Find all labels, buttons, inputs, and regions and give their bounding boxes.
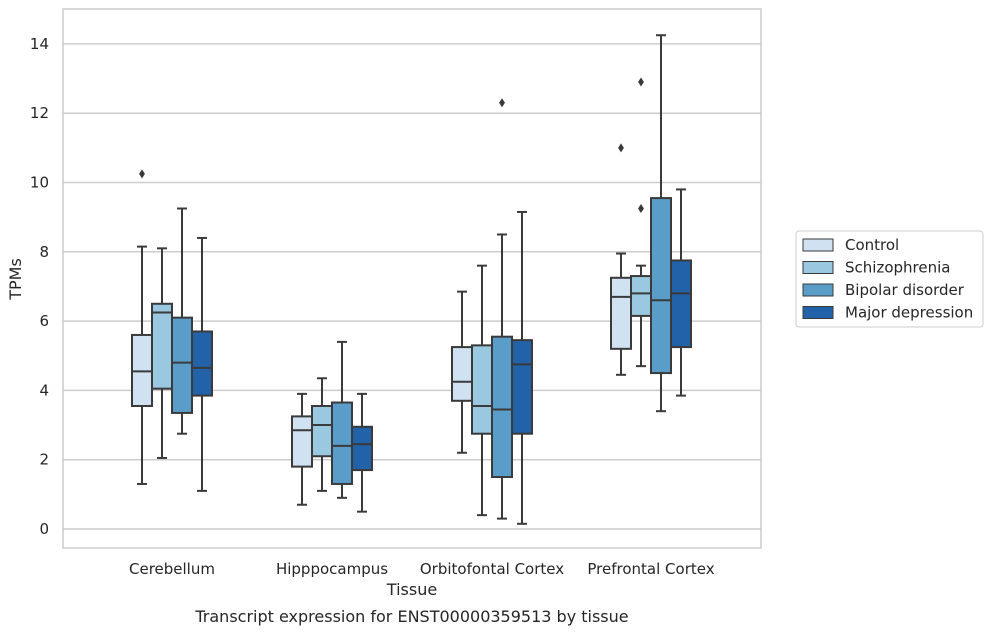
x-tick-labels: Cerebellum Hipppocampus Orbitofontal Corte… [129,560,715,578]
box-body [650,197,672,375]
y-tick-label: 2 [39,451,49,469]
outlier-point [499,98,505,108]
box-body [291,415,313,468]
y-tick-label: 14 [30,35,49,53]
legend-label: Control [845,236,899,254]
legend-swatch [802,238,834,252]
outlier-point [618,143,624,153]
box-major-depression [511,210,533,525]
legend-label: Bipolar disorder [845,281,965,299]
box-bipolar-disorder [650,34,672,413]
box-body [610,276,632,350]
x-axis-title: Tissue [386,580,437,599]
box-plots [131,34,692,525]
legend-label: Schizophrenia [845,259,950,277]
outlier-point [638,203,644,213]
outlier-point [139,169,145,179]
box-bipolar-disorder [331,340,353,499]
box-schizophrenia [311,377,333,492]
legend-item: Major depression [802,304,973,322]
legend-item: Control [802,236,899,254]
legend-label: Major depression [845,304,973,322]
box-major-depression [670,188,692,397]
box-schizophrenia [471,264,493,517]
box-body [191,330,213,397]
box-body [471,344,493,435]
box-schizophrenia [630,77,652,368]
legend-swatch [802,306,834,319]
box-body [311,404,333,458]
y-tick-label: 12 [30,104,49,122]
box-control [291,392,313,506]
legend-swatch [802,283,834,297]
box-control [131,169,153,485]
y-tick-label: 8 [39,243,49,261]
box-control [451,290,473,454]
box-body [171,316,193,414]
y-tick-labels: 0 2 4 6 8 10 12 14 [30,35,49,538]
box-major-depression [191,236,213,492]
x-tick-label: Prefrontal Cortex [587,560,714,578]
box-major-depression [351,392,373,513]
plot-frame [62,8,762,549]
box-body [451,346,473,402]
box-bipolar-disorder [491,98,513,520]
box-body [331,401,353,485]
outlier-point [638,77,644,87]
legend-item: Schizophrenia [802,259,950,277]
y-tick-label: 4 [39,381,49,399]
box-body [511,339,533,435]
x-tick-label: Hipppocampus [276,560,388,578]
legend-swatch [802,261,834,274]
box-schizophrenia [151,247,173,459]
box-body [151,302,173,390]
x-tick-label: Orbitofontal Cortex [420,560,564,578]
box-body [630,275,652,317]
box-bipolar-disorder [171,207,193,435]
y-tick-label: 0 [39,520,49,538]
figure-caption: Transcript expression for ENST0000035951… [194,607,628,626]
box-body [670,259,692,349]
y-tick-label: 10 [30,174,49,192]
legend: Control Schizophrenia Bipolar disorder Majo… [795,230,984,328]
y-axis-title: TPMs [6,258,25,301]
legend-item: Bipolar disorder [802,281,965,299]
box-control [610,143,632,376]
box-body [351,425,373,472]
box-body [491,335,513,479]
x-tick-label: Cerebellum [129,560,215,578]
legend-frame [795,230,984,328]
y-tick-label: 6 [39,312,49,330]
